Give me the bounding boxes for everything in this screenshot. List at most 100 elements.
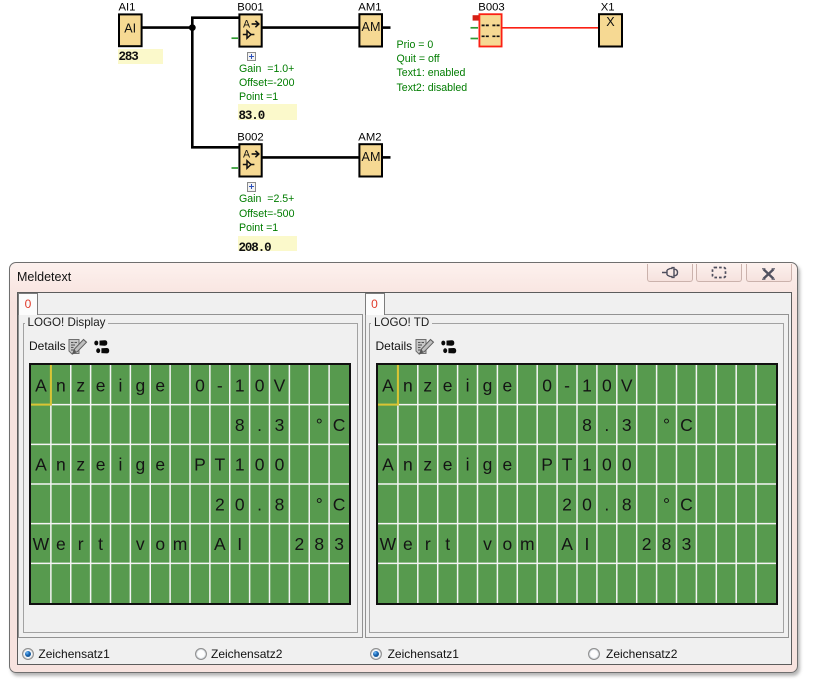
svg-text:C: C [680,494,693,514]
svg-text:g: g [483,375,493,395]
svg-text:A: A [35,455,47,475]
svg-text:o: o [155,534,165,554]
svg-text:e: e [155,455,165,475]
svg-text:AM: AM [362,20,381,34]
svg-text:g: g [135,455,145,475]
svg-text:3: 3 [275,415,285,435]
svg-text:AI1: AI1 [119,2,136,14]
svg-text:0: 0 [235,494,245,514]
svg-text:A: A [561,534,573,554]
svg-text:8: 8 [275,494,285,514]
svg-text:I: I [585,534,590,554]
svg-text:z: z [423,375,432,395]
svg-text:3: 3 [682,534,692,554]
svg-text:A: A [214,534,226,554]
svg-text:e: e [443,455,453,475]
svg-text:0: 0 [582,494,592,514]
svg-text:°: ° [663,494,670,514]
svg-text:0: 0 [195,375,205,395]
svg-text:n: n [56,455,66,475]
svg-text:8: 8 [314,534,324,554]
svg-text:3: 3 [622,415,632,435]
svg-text:-: - [217,375,223,395]
svg-text:e: e [96,375,106,395]
svg-text:0: 0 [622,455,632,475]
svg-text:0: 0 [542,375,552,395]
svg-text:P: P [541,455,553,475]
svg-text:0: 0 [602,375,612,395]
svg-text:1: 1 [235,375,245,395]
svg-text:r: r [425,534,431,554]
svg-text:0: 0 [255,455,265,475]
svg-text:T: T [562,455,573,475]
svg-text:AM1: AM1 [358,2,381,14]
svg-text:8: 8 [662,534,672,554]
svg-text:v: v [483,534,492,554]
svg-text:i: i [466,375,470,395]
svg-text:e: e [502,455,512,475]
svg-text:i: i [118,375,122,395]
svg-text:.: . [604,494,609,514]
svg-text:V: V [274,375,286,395]
svg-text:r: r [78,534,84,554]
svg-text:°: ° [663,415,670,435]
svg-text:P: P [194,455,206,475]
svg-text:X: X [606,15,615,29]
svg-text:X1: X1 [601,2,615,14]
svg-text:n: n [403,375,413,395]
svg-text:e: e [443,375,453,395]
svg-text:g: g [483,455,493,475]
svg-text:.: . [257,415,262,435]
svg-text:8: 8 [235,415,245,435]
svg-text:A: A [35,375,47,395]
svg-text:0: 0 [602,455,612,475]
svg-text:2: 2 [642,534,652,554]
svg-text:e: e [56,534,66,554]
svg-text:AI: AI [124,21,136,35]
svg-text:W: W [380,534,397,554]
svg-text:.: . [604,415,609,435]
svg-text:0: 0 [275,455,285,475]
svg-text:-: - [564,375,570,395]
svg-text:v: v [136,534,145,554]
svg-text:e: e [155,375,165,395]
svg-text:m: m [173,534,188,554]
svg-text:e: e [96,455,106,475]
svg-text:e: e [403,534,413,554]
svg-text:V: V [621,375,633,395]
svg-text:o: o [502,534,512,554]
svg-text:B001: B001 [237,2,263,14]
svg-text:T: T [214,455,225,475]
svg-text:B003: B003 [478,2,504,14]
svg-text:A: A [243,149,251,161]
svg-text:I: I [237,534,242,554]
svg-text:3: 3 [334,534,344,554]
svg-text:B002: B002 [237,131,263,143]
svg-text:A: A [382,455,394,475]
svg-text:n: n [403,455,413,475]
svg-text:2: 2 [215,494,225,514]
svg-text:z: z [423,455,432,475]
svg-text:AM2: AM2 [358,131,381,143]
svg-text:z: z [76,455,85,475]
svg-text:z: z [76,375,85,395]
svg-text:2: 2 [562,494,572,514]
svg-text:m: m [520,534,535,554]
svg-text:1: 1 [582,455,592,475]
svg-text:.: . [257,494,262,514]
svg-text:C: C [333,494,346,514]
svg-text:W: W [33,534,50,554]
svg-text:t: t [98,534,103,554]
svg-text:8: 8 [622,494,632,514]
svg-text:C: C [333,415,346,435]
svg-text:A: A [382,375,394,395]
svg-text:C: C [680,415,693,435]
svg-text:n: n [56,375,66,395]
svg-text:g: g [135,375,145,395]
svg-text:1: 1 [582,375,592,395]
svg-text:°: ° [316,494,323,514]
svg-text:A: A [243,19,251,31]
svg-text:8: 8 [582,415,592,435]
svg-text:t: t [445,534,450,554]
svg-text:2: 2 [294,534,304,554]
